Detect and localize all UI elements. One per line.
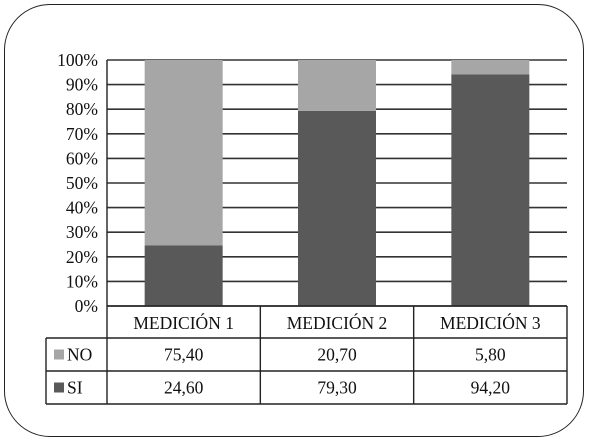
legend-swatch-si xyxy=(54,382,64,393)
data-label: 94,20 xyxy=(471,378,511,398)
bar-no xyxy=(451,60,530,75)
legend-label-si: SI xyxy=(67,378,83,398)
data-label: 75,40 xyxy=(164,345,204,365)
category-label: MEDICIÓN 2 xyxy=(287,313,388,333)
legend-swatch-no xyxy=(54,349,64,360)
y-tick-label: 60% xyxy=(66,148,98,168)
data-label: 79,30 xyxy=(317,378,357,398)
bar-no xyxy=(144,60,223,246)
y-tick-label: 10% xyxy=(66,271,98,291)
data-label: 20,70 xyxy=(317,345,357,365)
legend-label-no: NO xyxy=(67,345,92,365)
y-tick-label: 80% xyxy=(66,99,98,119)
y-tick-label: 0% xyxy=(75,296,98,316)
data-label: 5,80 xyxy=(475,345,506,365)
bar-si xyxy=(451,74,530,306)
bar-si xyxy=(298,110,376,306)
y-tick-label: 100% xyxy=(57,50,98,70)
bar-no xyxy=(298,60,376,111)
y-tick-label: 20% xyxy=(66,247,98,267)
data-label: 24,60 xyxy=(164,378,204,398)
y-tick-label: 70% xyxy=(66,124,98,144)
category-label: MEDICIÓN 1 xyxy=(133,313,234,333)
y-tick-label: 50% xyxy=(66,173,98,193)
chart-frame xyxy=(4,4,584,437)
y-tick-label: 30% xyxy=(66,222,98,242)
y-tick-label: 40% xyxy=(66,198,98,218)
bar-si xyxy=(144,245,223,306)
category-label: MEDICIÓN 3 xyxy=(440,313,541,333)
y-tick-label: 90% xyxy=(66,75,98,95)
